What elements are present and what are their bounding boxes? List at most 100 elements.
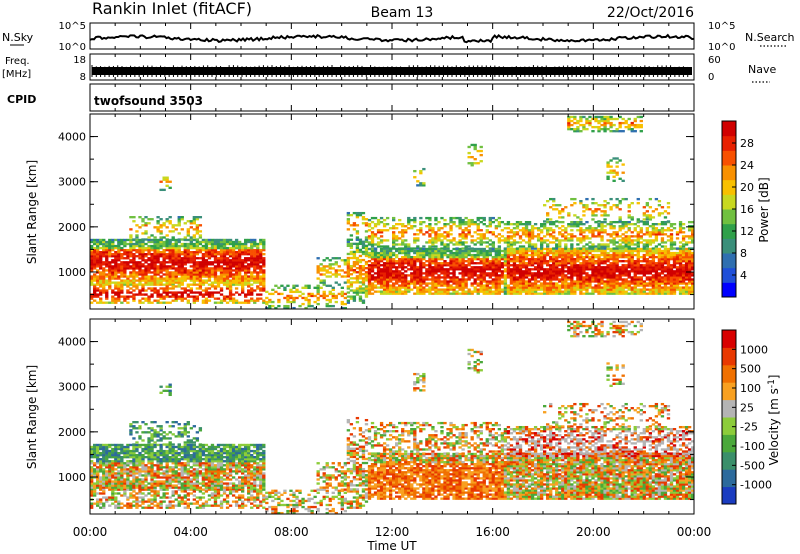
power-cell [503,290,508,293]
power-cell [485,290,489,293]
power-cell [533,284,538,287]
power-cell [633,292,637,295]
power-cell [564,253,568,257]
power-cell [488,290,492,293]
power-cell [612,255,616,259]
power-cell [135,234,139,237]
power-cell [364,279,369,282]
power-cell [204,242,209,246]
power-cell [174,269,178,272]
power-cell [174,297,178,300]
power-cell [549,264,553,267]
power-cell [219,271,224,274]
power-cell [434,223,438,226]
power-cell [594,115,598,119]
power-cell [373,243,378,246]
power-cell [117,285,121,288]
power-cell [579,253,583,257]
power-cell [473,270,477,273]
power-cell [591,202,595,205]
power-cell [440,233,444,236]
power-cell [518,270,523,273]
power-cell [349,264,354,268]
power-cell [216,244,221,248]
power-cell [612,284,616,287]
power-cell [588,278,592,281]
power-cell [201,289,206,292]
power-cell [461,241,465,244]
power-cell [114,273,118,276]
power-cell [648,241,653,244]
power-cell [437,262,441,265]
power-cell [213,281,218,284]
power-cell [585,278,589,281]
power-cell [174,238,178,242]
power-cell [168,242,172,246]
power-cell [609,288,613,291]
power-cell [96,238,100,242]
power-cell [455,290,459,293]
power-cell [612,272,616,275]
power-cell [582,268,586,271]
power-cell [395,247,399,251]
power-cell [189,261,193,264]
power-cell [570,270,574,273]
power-cell [603,245,607,248]
power-cell [234,242,239,246]
power-cell [582,249,586,253]
power-cell [576,216,580,219]
power-cell [437,237,441,240]
power-cell [102,273,106,276]
power-cell [379,235,384,238]
power-cell [370,264,375,267]
power-cell [367,278,372,281]
power-cell [159,180,163,183]
power-cell [250,263,254,266]
power-cell [428,223,432,226]
power-cell [183,248,187,252]
power-cell [96,301,100,304]
power-cell [90,248,94,252]
power-cell [512,247,517,251]
power-cell [108,273,112,276]
power-cell [488,247,492,250]
power-cell [262,240,266,244]
power-cell [120,255,124,258]
power-cell [561,276,565,279]
power-cell [573,223,577,226]
power-cell [512,227,517,230]
power-cell [319,269,323,272]
power-cell [627,241,631,244]
power-cell [636,245,640,248]
power-cell [96,281,100,284]
power-cell [612,266,616,269]
power-cell [379,253,384,257]
power-cell [497,276,502,279]
power-cell [503,257,508,261]
power-cell [129,283,133,286]
power-cell [488,268,492,271]
power-cell [515,266,520,269]
power-cell [382,251,387,255]
power-cell [431,282,435,285]
power-cell [192,291,196,294]
power-cell [636,288,640,291]
power-cell [231,269,236,272]
power-cell [506,227,511,230]
power-cell [349,289,354,292]
power-cell [467,231,471,234]
power-cell [437,266,441,269]
power-cell [228,283,233,286]
power-cell [425,268,429,271]
power-cell [543,282,547,285]
power-cell [582,262,586,265]
power-cell [204,259,209,262]
power-cell [567,251,571,255]
power-cell [594,278,598,281]
power-cell [256,287,260,290]
power-cell [213,279,218,282]
power-cell [621,241,625,244]
power-cell [527,288,532,291]
power-cell [180,263,184,266]
power-cell [96,293,100,296]
